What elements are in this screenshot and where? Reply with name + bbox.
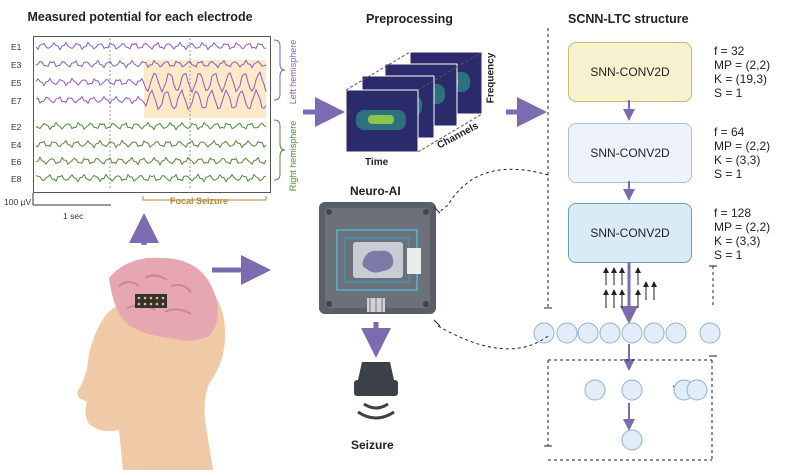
seizure-output-label: Seizure — [351, 438, 394, 452]
spectrogram-stack — [345, 51, 483, 153]
eeg-trace-e7 — [35, 88, 267, 111]
layer-1-maxpool: MP = (2,2) — [714, 58, 771, 72]
seizure-alarm-icon — [354, 362, 398, 420]
layer-2-kernel: K = (3,3) — [714, 153, 761, 167]
neuro-ai-title: Neuro-AI — [350, 184, 401, 198]
layer-1-filters: f = 32 — [714, 44, 745, 58]
layer-3-stride: S = 1 — [714, 248, 743, 262]
layer-2-params: f = 64 MP = (2,2) K = (3,3) S = 1 — [714, 125, 770, 181]
time-axis-label: Time — [365, 157, 389, 168]
snn-conv2d-layer-1: SNN-CONV2D — [568, 42, 692, 102]
eeg-trace-e2 — [35, 121, 267, 131]
eeg-trace-e8 — [35, 173, 267, 183]
layer-3-maxpool: MP = (2,2) — [714, 220, 771, 234]
layer-2-stride: S = 1 — [714, 167, 743, 181]
layer-3-kernel: K = (3,3) — [714, 234, 761, 248]
focal-seizure-label: Focal Seizure — [170, 196, 229, 206]
snn-conv2d-layer-2: SNN-CONV2D — [568, 123, 692, 183]
eeg-trace-e1 — [35, 41, 267, 51]
layer-1-kernel: K = (19,3) — [714, 72, 768, 86]
electrode-label-e4: E4 — [11, 140, 22, 150]
spectrogram-perspective-lines — [345, 51, 483, 153]
scale-microvolt-label: 100 µV — [4, 197, 32, 207]
layer-1-stride: S = 1 — [714, 86, 743, 100]
layer-3-filters: f = 128 — [714, 206, 752, 220]
eeg-trace-e5 — [35, 71, 267, 94]
layer-3-params: f = 128 MP = (2,2) K = (3,3) S = 1 — [714, 206, 770, 262]
electrode-label-e8: E8 — [11, 174, 22, 184]
electrode-label-e5: E5 — [11, 78, 22, 88]
eeg-traces — [35, 38, 267, 190]
scale-seconds-label: 1 sec — [63, 211, 84, 221]
eeg-trace-e3 — [35, 59, 267, 69]
eeg-trace-e4 — [35, 139, 267, 149]
spectrogram-frame — [345, 89, 419, 153]
scnn-ltc-title: SCNN-LTC structure — [568, 12, 689, 26]
electrode-label-e7: E7 — [11, 96, 22, 106]
preprocessing-title: Preprocessing — [366, 12, 453, 26]
eeg-panel — [33, 36, 271, 193]
eeg-trace-e6 — [35, 156, 267, 166]
neuro-ai-chip — [319, 202, 436, 314]
layer-2-filters: f = 64 — [714, 125, 745, 139]
human-head-illustration — [77, 257, 226, 470]
electrode-label-e1: E1 — [11, 42, 22, 52]
electrode-label-e2: E2 — [11, 122, 22, 132]
electrode-label-e6: E6 — [11, 157, 22, 167]
electrode-label-e3: E3 — [11, 60, 22, 70]
layer-1-params: f = 32 MP = (2,2) K = (19,3) S = 1 — [714, 44, 770, 100]
layer-2-maxpool: MP = (2,2) — [714, 139, 771, 153]
eeg-panel-title: Measured potential for each electrode — [27, 10, 253, 24]
snn-conv2d-layer-3: SNN-CONV2D — [568, 203, 692, 263]
